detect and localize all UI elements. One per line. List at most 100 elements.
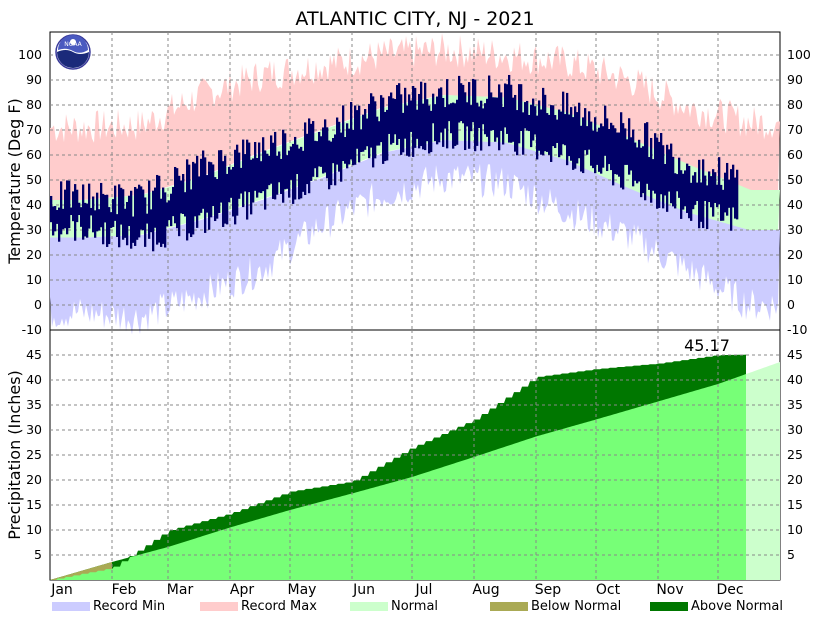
observed-temp-bar xyxy=(166,202,169,227)
observed-temp-bar xyxy=(192,161,195,235)
observed-temp-bar xyxy=(80,207,83,227)
observed-temp-bar xyxy=(632,129,635,187)
observed-temp-bar xyxy=(544,94,547,152)
precip-normal-area xyxy=(50,374,746,580)
observed-temp-bar xyxy=(668,149,671,192)
observed-temp-bar xyxy=(212,164,215,207)
temp-tick-left: 80 xyxy=(26,97,42,112)
temp-tick-left: 50 xyxy=(26,172,42,187)
observed-temp-bar xyxy=(104,194,107,223)
observed-temp-bar xyxy=(556,119,559,143)
observed-temp-bar xyxy=(698,159,701,229)
observed-temp-bar xyxy=(630,137,633,171)
observed-temp-bar xyxy=(256,158,259,198)
temp-tick-left: 60 xyxy=(26,147,42,162)
observed-temp-bar xyxy=(214,177,217,222)
observed-temp-bar xyxy=(570,107,573,161)
observed-temp-bar xyxy=(572,117,575,170)
observed-temp-bar xyxy=(76,189,79,223)
observed-temp-bar xyxy=(700,182,703,222)
observed-temp-bar xyxy=(180,180,183,214)
observed-temp-bar xyxy=(92,196,95,233)
temp-tick-left: 10 xyxy=(26,272,42,287)
observed-temp-bar xyxy=(230,169,233,198)
observed-temp-bar xyxy=(716,184,719,208)
observed-temp-bar xyxy=(530,104,533,148)
observed-temp-bar xyxy=(686,163,689,213)
precip-tick-left: 5 xyxy=(34,547,42,562)
observed-temp-bar xyxy=(252,158,255,203)
observed-temp-bar xyxy=(266,153,269,190)
observed-temp-bar xyxy=(616,132,619,175)
observed-temp-bar xyxy=(108,207,111,245)
observed-temp-bar xyxy=(376,116,379,146)
observed-temp-bar xyxy=(518,84,521,144)
observed-temp-bar xyxy=(422,103,425,150)
observed-temp-bar xyxy=(216,179,219,219)
observed-temp-bar xyxy=(602,126,605,168)
observed-temp-bar xyxy=(670,143,673,204)
observed-temp-bar xyxy=(468,82,471,149)
temp-tick-left: 100 xyxy=(18,47,42,62)
observed-temp-bar xyxy=(620,112,623,188)
observed-temp-bar xyxy=(458,75,461,123)
observed-temp-bar xyxy=(454,103,457,146)
temp-tick-left: 0 xyxy=(34,297,42,312)
precip-tick-left: 10 xyxy=(26,522,42,537)
observed-temp-bar xyxy=(578,102,581,159)
precip-tick-left: 45 xyxy=(26,347,42,362)
observed-temp-bar xyxy=(64,189,67,229)
temp-tick-right: 100 xyxy=(787,47,811,62)
observed-temp-bar xyxy=(194,163,197,217)
observed-temp-bar xyxy=(690,182,693,221)
observed-temp-bar xyxy=(372,96,375,168)
precip-tick-left: 20 xyxy=(26,472,42,487)
observed-temp-bar xyxy=(340,132,343,182)
observed-temp-bar xyxy=(598,127,601,172)
observed-temp-bar xyxy=(240,167,243,194)
observed-temp-bar xyxy=(440,87,443,133)
observed-temp-bar xyxy=(552,105,555,147)
observed-temp-bar xyxy=(576,112,579,164)
observed-temp-bar xyxy=(374,101,377,159)
observed-temp-bar xyxy=(236,144,239,216)
temp-tick-right: 70 xyxy=(787,122,803,137)
observed-temp-bar xyxy=(414,87,417,148)
observed-temp-bar xyxy=(546,113,549,152)
observed-temp-bar xyxy=(406,105,409,156)
observed-temp-bar xyxy=(146,213,149,224)
legend-label: Record Min xyxy=(93,599,165,614)
precip-tick-left: 40 xyxy=(26,372,42,387)
observed-temp-bar xyxy=(504,83,507,128)
observed-temp-bar xyxy=(370,93,373,148)
observed-temp-bar xyxy=(332,138,335,164)
observed-temp-bar xyxy=(424,82,427,151)
observed-temp-bar xyxy=(170,193,173,227)
observed-temp-bar xyxy=(408,94,411,157)
observed-temp-bar xyxy=(366,118,369,147)
observed-temp-bar xyxy=(330,141,333,186)
observed-temperature-bars xyxy=(50,74,739,252)
observed-temp-bar xyxy=(564,114,567,146)
observed-temp-bar xyxy=(296,144,299,175)
observed-temp-bar xyxy=(82,184,85,240)
observed-temp-bar xyxy=(178,175,181,237)
observed-temp-bar xyxy=(148,180,151,239)
observed-temp-bar xyxy=(554,115,557,149)
observed-temp-bar xyxy=(498,84,501,151)
observed-temp-bar xyxy=(140,186,143,230)
precip-tick-right: 20 xyxy=(787,472,803,487)
observed-temp-bar xyxy=(646,122,649,184)
observed-temp-bar xyxy=(722,189,725,221)
precipitation-total-label: 45.17 xyxy=(684,336,730,355)
observed-temp-bar xyxy=(428,105,431,154)
observed-temp-bar xyxy=(94,210,97,238)
observed-temp-bar xyxy=(68,180,71,229)
svg-text:NOAA: NOAA xyxy=(64,41,82,48)
observed-temp-bar xyxy=(244,154,247,192)
observed-temp-bar xyxy=(168,200,171,221)
observed-temp-bar xyxy=(156,174,159,245)
observed-temp-bar xyxy=(162,187,165,244)
observed-temp-bar xyxy=(736,169,739,220)
